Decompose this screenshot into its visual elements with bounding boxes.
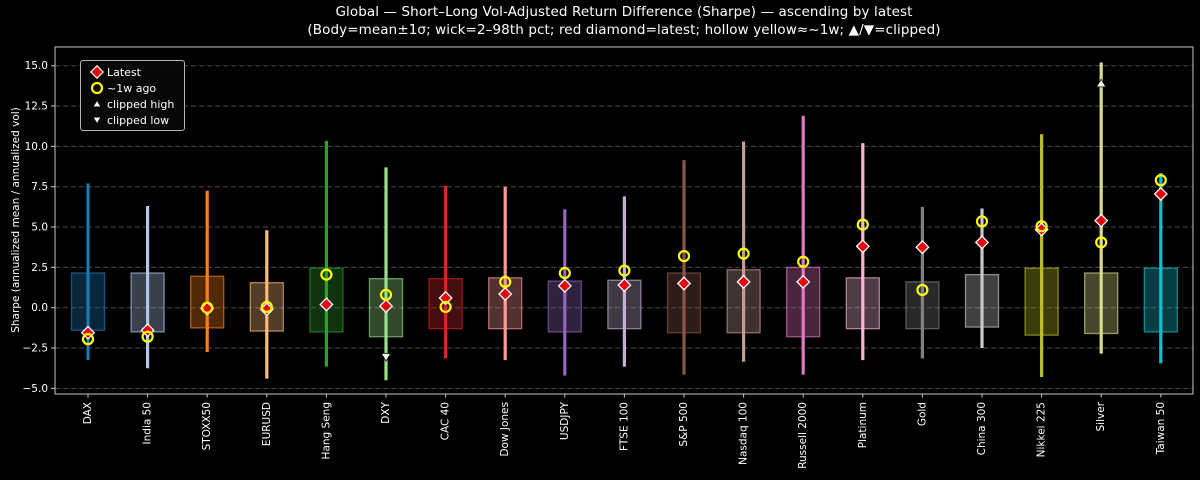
week-ago-circle <box>81 333 95 346</box>
x-tick-label: DXY <box>380 401 392 423</box>
x-tick-label: Nikkei 225 <box>1036 402 1048 457</box>
x-tick-label: USDJPY <box>559 401 571 440</box>
chart-subtitle: (Body=mean±1σ; wick=2–98th pct; red diam… <box>307 22 941 38</box>
legend-label: ~1w ago <box>107 81 157 95</box>
x-tick-label: STOXX50 <box>201 402 213 450</box>
legend-item-week-ago: ~1w ago <box>87 80 178 96</box>
latest-diamond <box>796 274 811 290</box>
x-tick-label: Russell 2000 <box>797 402 809 469</box>
clipped-low-triangle-icon <box>87 112 107 128</box>
legend-item-clipped-high: clipped high <box>87 96 178 112</box>
week-ago-circle <box>916 283 929 297</box>
latest-diamond <box>1153 186 1168 202</box>
week-ago-circle <box>618 264 631 277</box>
x-tick-label: Platinum <box>857 402 869 448</box>
week-ago-circle <box>141 330 154 343</box>
latest-diamond <box>498 286 513 302</box>
clip-high-triangle <box>1095 78 1107 88</box>
x-tick-label: Nasdaq 100 <box>738 402 750 465</box>
week-ago-circle <box>1035 220 1048 233</box>
week-ago-circle <box>677 249 691 263</box>
week-ago-circle <box>1154 174 1167 187</box>
legend-label: Latest <box>107 65 141 79</box>
week-ago-circle <box>1095 236 1108 249</box>
latest-diamond <box>438 290 453 306</box>
latest-diamond-icon <box>87 64 107 80</box>
x-tick-label: DAX <box>82 402 94 424</box>
legend-item-latest: Latest <box>87 64 178 80</box>
legend: Latest ~1w ago clipped high clipped low <box>80 60 185 131</box>
latest-diamond <box>319 297 334 312</box>
x-tick-label: China 300 <box>976 402 988 455</box>
y-tick-label: 5.0 <box>31 222 48 234</box>
week-ago-circle <box>856 218 869 231</box>
latest-diamond <box>557 278 572 294</box>
legend-item-clipped-low: clipped low <box>87 112 178 128</box>
chart-title: Global — Short–Long Vol-Adjusted Return … <box>335 4 913 20</box>
week-ago-circle <box>499 275 512 288</box>
x-tick-label: Taiwan 50 <box>1155 402 1167 455</box>
y-tick-label: 10.0 <box>25 141 48 153</box>
y-tick-label: 0.0 <box>31 302 48 314</box>
y-tick-label: −5.0 <box>23 383 49 395</box>
y-tick-label: −2.5 <box>23 343 49 355</box>
latest-diamond <box>1094 213 1109 228</box>
y-tick-label: 2.5 <box>31 262 48 274</box>
latest-diamond <box>736 274 751 290</box>
week-ago-circle <box>975 215 989 228</box>
week-ago-circle <box>797 255 810 268</box>
week-ago-circle <box>558 266 571 280</box>
y-tick-label: 12.5 <box>25 101 48 113</box>
latest-diamond <box>915 240 930 255</box>
latest-diamond <box>855 239 870 254</box>
x-tick-label: Silver <box>1095 401 1107 431</box>
x-tick-label: S&P 500 <box>678 402 690 447</box>
x-tick-label: Dow Jones <box>499 402 511 457</box>
x-tick-label: India 50 <box>142 402 154 444</box>
week-ago-circle <box>201 301 214 314</box>
week-ago-circle <box>379 288 393 301</box>
latest-diamond <box>617 277 632 293</box>
latest-diamond <box>974 235 990 250</box>
latest-diamond <box>676 276 692 291</box>
clipped-high-triangle-icon <box>87 96 107 112</box>
x-tick-label: CAC 40 <box>440 402 452 440</box>
x-tick-label: Gold <box>916 402 928 426</box>
x-tick-label: EURUSD <box>261 402 273 446</box>
week-ago-circle-icon <box>87 80 107 96</box>
week-ago-circle <box>320 268 333 281</box>
y-tick-label: 7.5 <box>31 181 48 193</box>
latest-diamond <box>378 298 394 314</box>
clip-low-triangle <box>380 353 392 362</box>
legend-label: clipped high <box>107 97 175 111</box>
week-ago-circle <box>737 247 750 260</box>
legend-label: clipped low <box>107 113 170 127</box>
x-tick-label: FTSE 100 <box>618 402 630 451</box>
x-tick-label: Hang Seng <box>320 402 332 459</box>
week-ago-circle <box>439 300 452 313</box>
y-tick-label: 15.0 <box>25 60 48 72</box>
week-ago-circle <box>260 300 273 313</box>
